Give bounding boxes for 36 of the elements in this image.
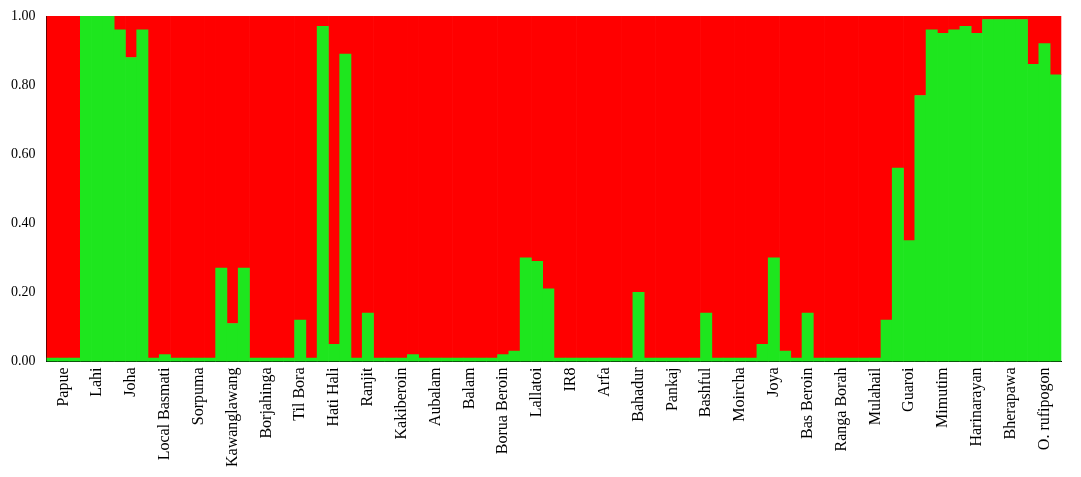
x-tick-label: Lahi (87, 366, 105, 397)
x-tick-label: Borjahinga (256, 367, 275, 439)
x-tick-label: Kawanglawang (222, 367, 241, 467)
x-tick-label: Joha (121, 367, 139, 397)
x-tick-label: Bherapawa (1000, 367, 1019, 440)
x-tick-label: Arfa (594, 367, 612, 397)
x-tick-label: Borua Beroin (493, 367, 511, 455)
x-tick-label: IR8 (561, 367, 579, 392)
x-tick-label: Sorpuma (188, 367, 207, 426)
x-tick-label: Bashful (696, 366, 714, 418)
x-tick-label: Mimutim (933, 366, 951, 428)
y-tick-label: 0.00 (11, 353, 36, 369)
y-tick-label: 0.20 (11, 284, 36, 300)
x-tick-label: Kakiberoin (391, 367, 409, 440)
x-tick-label: Pankaj (662, 367, 681, 412)
x-tick-label: Hati Hali (324, 366, 342, 427)
y-tick-label: 0.40 (11, 214, 36, 230)
x-tick-label: Lallatoi (527, 366, 545, 418)
x-tick-label: Local Basmati (155, 366, 173, 461)
x-tick-label: Mulahail (865, 366, 883, 426)
x-tick-label: Ranjit (358, 366, 377, 407)
y-tick-label: 0.80 (11, 76, 36, 92)
x-tick-label: Moircha (730, 367, 748, 422)
x-tick-label: Papue (53, 367, 72, 407)
y-tick-label: 0.60 (11, 145, 36, 161)
x-tick-label: Harinarayan (967, 367, 986, 447)
x-tick-label: Ranga Borah (831, 367, 850, 452)
y-tick-label: 1.00 (11, 7, 36, 23)
x-tick-label: Til Bora (290, 367, 308, 421)
x-tick-label: Bahadur (628, 366, 646, 422)
x-tick-label: Balam (459, 366, 477, 410)
x-tick-label: Aubalam (425, 366, 443, 427)
x-tick-label: Guaroi (899, 366, 917, 412)
x-tick-label: Bas Beroin (797, 367, 815, 440)
x-tick-label: O. rufipogon (1034, 367, 1053, 451)
x-tick-label: Joya (764, 367, 783, 397)
